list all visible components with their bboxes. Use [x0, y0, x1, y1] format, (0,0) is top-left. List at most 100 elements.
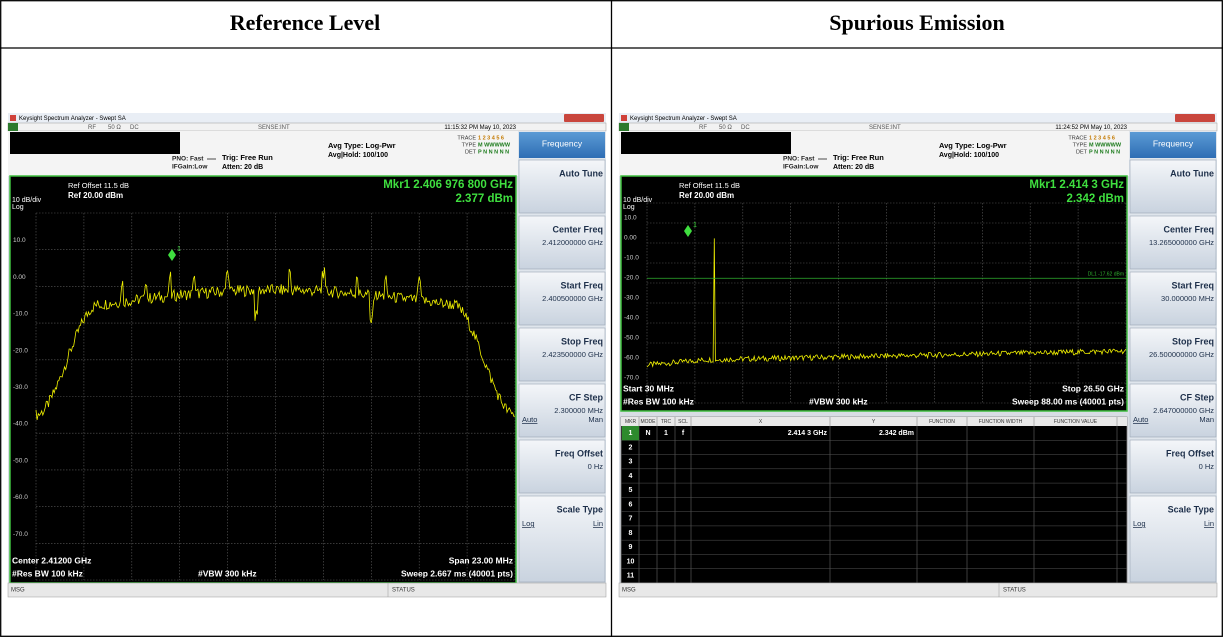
trace-info-value: P N N N N N [478, 149, 509, 155]
coupling: DC [741, 125, 750, 131]
marker-table-column: FUNCTION VALUE [1054, 419, 1098, 425]
status: STATUS [1003, 588, 1026, 594]
avg-hold: Avg|Hold: 100/100 [328, 152, 388, 159]
softkey[interactable] [1129, 215, 1217, 270]
y-label: -60.0 [624, 355, 639, 362]
y-label: -20.0 [624, 275, 639, 282]
marker-diamond [168, 249, 176, 261]
y-label: -30.0 [624, 295, 639, 302]
message-box [10, 132, 180, 154]
marker-table-cell: 2.414 3 GHz [788, 430, 828, 437]
marker-diamond [684, 225, 692, 237]
sense: SENSE:INT [258, 125, 290, 131]
softkey[interactable] [1129, 271, 1217, 326]
menu-title-bg [519, 132, 605, 158]
avg-type: Avg Type: Log-Pwr [328, 141, 396, 150]
trace-info-label: TYPE [1073, 142, 1088, 148]
avg-hold: Avg|Hold: 100/100 [939, 152, 999, 159]
trace-info-value: M WWWWW [478, 142, 511, 148]
marker-table-column: X [759, 419, 763, 425]
softkey-label: Stop Freq [1172, 336, 1214, 346]
grid [35, 212, 516, 581]
softkey[interactable] [518, 327, 606, 382]
footer-rbw: #Res BW 100 kHz [623, 396, 694, 406]
softkey-label: Start Freq [560, 280, 603, 290]
trace [646, 238, 1127, 368]
title-bar [619, 113, 1217, 123]
softkey[interactable] [518, 215, 606, 270]
column-header: Reference Level [230, 10, 380, 35]
marker-table-cell: 9 [629, 544, 633, 551]
marker-table-cell: N [645, 430, 650, 437]
ifgain: IFGain:Low [172, 164, 208, 171]
sense: SENSE:INT [869, 125, 901, 131]
analyzer-screenshot: Keysight Spectrum Analyzer - Swept SA RF 5… [618, 113, 1218, 598]
ind-x [619, 123, 629, 131]
marker-id: 1 [693, 222, 697, 229]
atten: Atten: 20 dB [833, 164, 874, 171]
trace-info-label: DET [465, 149, 477, 155]
marker-table-cell: 2.342 dBm [879, 430, 914, 437]
trace-info-label: TRACE [1068, 135, 1087, 141]
softkey[interactable] [1129, 383, 1217, 438]
scale: 10 dB/div [623, 197, 653, 204]
footer-sweep: Sweep 2.667 ms (40001 pts) [401, 568, 513, 578]
ifgain: IFGain:Low [783, 164, 819, 171]
marker-table-cell: 2 [629, 444, 633, 451]
footer-stop: Stop 26.50 GHz [1062, 383, 1124, 393]
y-label: -70.0 [624, 375, 639, 382]
softkey-value: 2.400500000 GHz [542, 294, 603, 303]
softkey-label: CF Step [1180, 392, 1215, 402]
marker-table-column: FUNCTION [929, 419, 955, 425]
softkey-label: Center Freq [1163, 224, 1214, 234]
menu-title: Frequency [1153, 138, 1194, 148]
msg: MSG [622, 588, 636, 594]
grid [646, 202, 1127, 404]
marker-table-column: Y [872, 419, 876, 425]
trace [35, 267, 516, 420]
marker-table-column: FUNCTION WIDTH [979, 419, 1023, 425]
softkey-label: Stop Freq [561, 336, 603, 346]
status-row [7, 122, 607, 132]
softkey-label: Start Freq [1171, 280, 1214, 290]
softkey[interactable] [1129, 439, 1217, 494]
softkey[interactable] [1129, 327, 1217, 382]
marker-table-cell: 1 [664, 430, 668, 437]
softkey-value: 2.412000000 GHz [542, 238, 603, 247]
trace-info-label: DET [1076, 149, 1088, 155]
softkey-value: 2.300000 MHz [554, 406, 603, 415]
marker-table-column: MODE [641, 419, 657, 425]
softkey[interactable] [1129, 495, 1217, 583]
plot-area [9, 175, 517, 584]
softkey-option: Log [522, 519, 535, 528]
softkey-label: Freq Offset [1166, 448, 1214, 458]
trace-info-value: P N N N N N [1089, 149, 1120, 155]
y-label: -40.0 [13, 421, 28, 428]
softkey[interactable] [518, 159, 606, 214]
softkey[interactable] [518, 439, 606, 494]
y-label: -30.0 [13, 384, 28, 391]
msg: MSG [11, 588, 25, 594]
message-box [621, 132, 791, 154]
marker-table-cell: 7 [629, 516, 633, 523]
softkey-option: Lin [1204, 519, 1214, 528]
softkey[interactable] [518, 495, 606, 583]
y-label: 10.0 [13, 237, 26, 244]
y-label: -20.0 [13, 347, 28, 354]
softkey[interactable] [1129, 159, 1217, 214]
rf: RF [88, 125, 96, 131]
analyzer-screenshot: Keysight Spectrum Analyzer - Swept SA RF 5… [7, 113, 607, 598]
softkey-option: Lin [593, 519, 603, 528]
trace-info-value: 1 2 3 4 5 6 [1089, 135, 1115, 141]
rf: RF [699, 125, 707, 131]
softkey-option: Log [1133, 519, 1146, 528]
log: Log [623, 204, 635, 211]
marker-table [620, 416, 1128, 584]
impedance: 50 Ω [108, 125, 121, 131]
status: STATUS [392, 588, 415, 594]
footer-vbw: #VBW 300 kHz [198, 568, 257, 578]
softkey[interactable] [518, 271, 606, 326]
softkey[interactable] [518, 383, 606, 438]
